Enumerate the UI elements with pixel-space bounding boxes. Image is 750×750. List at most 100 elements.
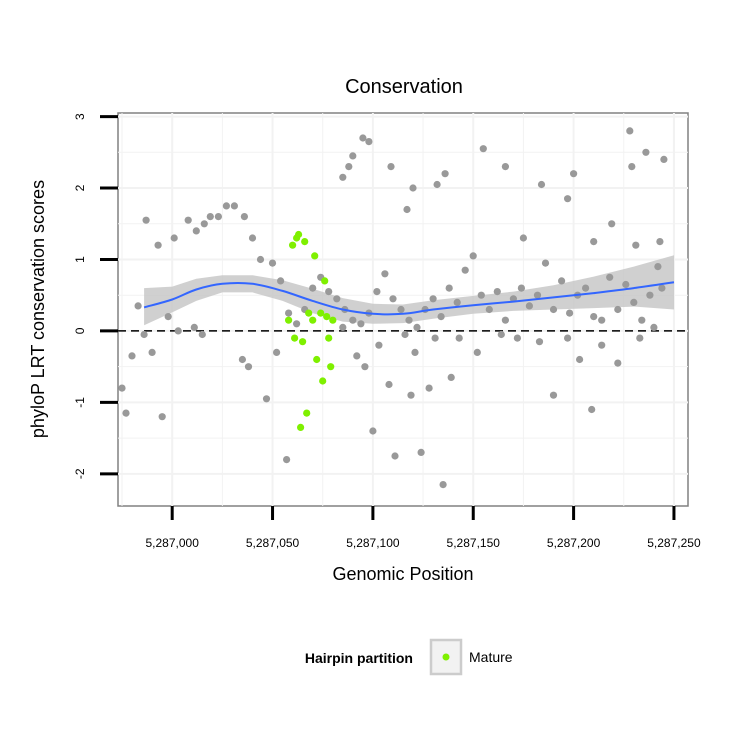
- data-point: [445, 284, 453, 292]
- legend-key-dot: [442, 653, 450, 661]
- x-tick-label: 5,287,150: [447, 536, 501, 550]
- data-point: [349, 316, 357, 324]
- data-point: [118, 384, 126, 392]
- data-point: [533, 291, 542, 299]
- data-point: [200, 220, 208, 228]
- legend-title: Hairpin partition: [305, 650, 413, 666]
- data-point: [517, 284, 526, 292]
- data-point: [385, 380, 393, 389]
- data-point: [198, 330, 206, 339]
- mature-point: [319, 377, 327, 385]
- data-point: [473, 348, 481, 356]
- data-point: [238, 355, 246, 364]
- mature-point: [321, 277, 329, 285]
- data-point: [525, 302, 534, 310]
- data-point: [240, 213, 248, 221]
- mature-point: [309, 316, 317, 324]
- data-point: [537, 180, 546, 189]
- data-point: [628, 163, 636, 171]
- data-point: [493, 288, 501, 296]
- mature-point: [327, 363, 335, 371]
- mature-point: [313, 355, 321, 364]
- data-point: [598, 341, 606, 349]
- data-point: [588, 405, 596, 414]
- legend-entry-label: Mature: [469, 649, 513, 665]
- confidence-band-group: [144, 255, 675, 326]
- y-tick-label: -2: [73, 468, 87, 479]
- data-point: [285, 309, 293, 317]
- smooth-trend-line: [143, 281, 675, 316]
- data-point: [359, 134, 367, 142]
- data-point: [614, 305, 622, 314]
- grid-lines: [118, 113, 688, 506]
- data-point: [389, 295, 397, 303]
- mature-points: [285, 230, 337, 431]
- data-point: [513, 334, 522, 342]
- mature-point: [291, 334, 299, 342]
- x-axis-title: Genomic Position: [332, 564, 473, 584]
- data-point: [277, 277, 285, 285]
- data-point: [170, 234, 178, 242]
- data-point: [626, 127, 634, 135]
- data-point: [148, 348, 156, 356]
- data-point: [381, 270, 389, 278]
- data-point: [293, 320, 301, 328]
- y-axis-title: phyloP LRT conservation scores: [28, 180, 48, 438]
- data-point: [391, 452, 399, 460]
- data-point: [190, 323, 198, 331]
- mature-point: [329, 316, 337, 324]
- data-point: [437, 313, 445, 321]
- data-point: [375, 341, 383, 349]
- data-point: [636, 334, 644, 342]
- data-point: [365, 138, 373, 146]
- data-point: [339, 173, 347, 181]
- data-point: [429, 295, 437, 303]
- data-point: [273, 348, 281, 356]
- data-point: [142, 216, 150, 224]
- data-point: [268, 259, 277, 267]
- data-point: [154, 241, 162, 249]
- data-point: [425, 384, 433, 392]
- data-point: [441, 170, 449, 178]
- data-point: [373, 288, 381, 296]
- data-point: [184, 216, 192, 224]
- y-tick-label: 0: [73, 327, 87, 334]
- chart-title: Conservation: [345, 76, 463, 98]
- data-point: [501, 163, 509, 171]
- data-point: [439, 481, 447, 489]
- data-point: [357, 320, 365, 328]
- data-point: [485, 305, 493, 314]
- data-point: [409, 184, 417, 192]
- data-point: [549, 391, 558, 399]
- mature-point: [301, 238, 309, 246]
- data-point: [656, 238, 664, 246]
- mature-point: [323, 313, 331, 321]
- data-point: [447, 373, 455, 381]
- data-point: [405, 316, 413, 324]
- data-point: [455, 334, 463, 342]
- data-point: [654, 263, 662, 271]
- data-point: [417, 448, 425, 456]
- x-tick-label: 5,287,050: [246, 536, 300, 550]
- data-point: [622, 280, 630, 289]
- data-point: [353, 352, 361, 360]
- legend: Hairpin partition Mature: [305, 638, 513, 676]
- x-tick-label: 5,287,100: [346, 536, 400, 550]
- data-point: [590, 238, 598, 246]
- data-point: [535, 338, 544, 346]
- data-point: [256, 255, 265, 264]
- smooth-line-group: [143, 281, 675, 316]
- mature-point: [317, 309, 325, 317]
- mature-point: [289, 241, 297, 249]
- data-point: [349, 152, 357, 160]
- data-point: [339, 323, 347, 331]
- mature-point: [311, 252, 319, 260]
- data-point: [244, 363, 253, 371]
- data-point: [214, 213, 222, 221]
- data-point: [122, 409, 130, 417]
- data-point: [262, 395, 271, 403]
- confidence-band: [144, 255, 675, 326]
- data-point: [431, 334, 439, 342]
- data-point: [598, 316, 606, 324]
- data-point: [283, 456, 291, 464]
